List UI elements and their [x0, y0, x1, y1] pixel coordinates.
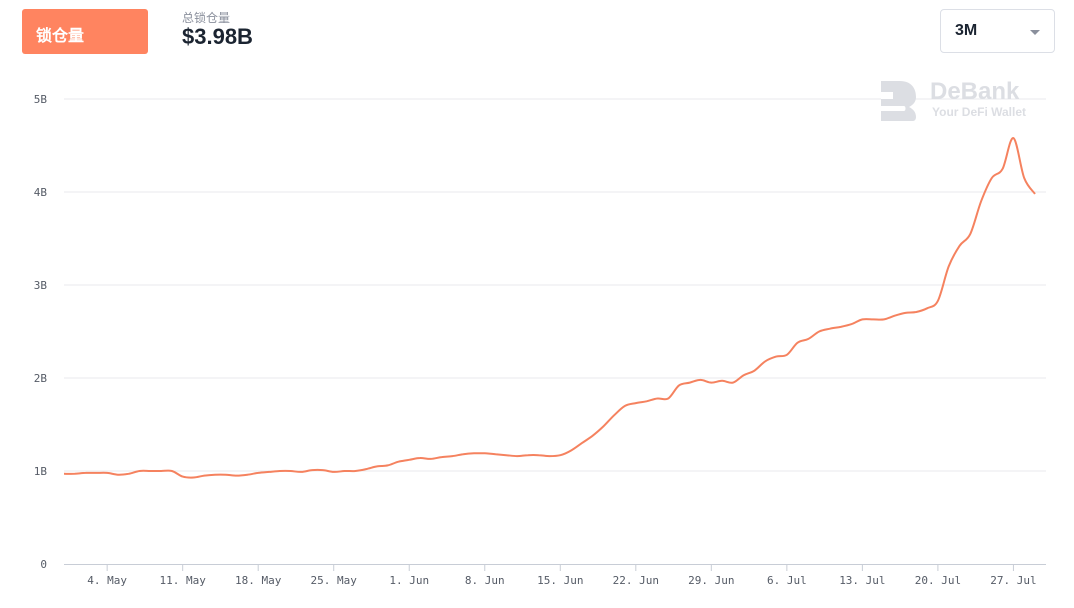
tvl-value: $3.98B	[182, 24, 253, 49]
x-tick-label: 1. Jun	[389, 574, 429, 587]
y-tick-label: 0	[40, 558, 47, 571]
x-tick-label: 22. Jun	[613, 574, 659, 587]
watermark-name: DeBank	[930, 78, 1020, 105]
x-tick-label: 15. Jun	[537, 574, 583, 587]
x-tick-label: 27. Jul	[990, 574, 1036, 587]
watermark-tagline: Your DeFi Wallet	[932, 105, 1027, 119]
tvl-caption: 总锁仓量	[182, 11, 231, 25]
x-tick-label: 29. Jun	[688, 574, 734, 587]
y-tick-label: 2B	[34, 372, 48, 385]
x-tick-label: 18. May	[235, 574, 282, 587]
y-tick-label: 1B	[34, 465, 48, 478]
x-tick-label: 4. May	[87, 574, 127, 587]
y-tick-label: 5B	[34, 93, 48, 106]
tab-tvl[interactable]: 锁仓量	[22, 9, 148, 54]
time-range-select[interactable]: 3M	[940, 9, 1055, 53]
x-tick-label: 8. Jun	[465, 574, 505, 587]
x-tick-label: 11. May	[159, 574, 206, 587]
y-tick-label: 3B	[34, 279, 48, 292]
debank-logo-icon	[881, 81, 916, 121]
caret-down-icon	[1030, 30, 1040, 35]
y-tick-label: 4B	[34, 186, 48, 199]
x-tick-label: 6. Jul	[767, 574, 807, 587]
x-tick-label: 25. May	[311, 574, 358, 587]
time-range-value: 3M	[955, 22, 978, 39]
x-tick-label: 20. Jul	[915, 574, 961, 587]
x-tick-label: 13. Jul	[839, 574, 885, 587]
tvl-series-line	[63, 137, 1036, 479]
debank-watermark: DeBank Your DeFi Wallet	[878, 78, 1038, 122]
